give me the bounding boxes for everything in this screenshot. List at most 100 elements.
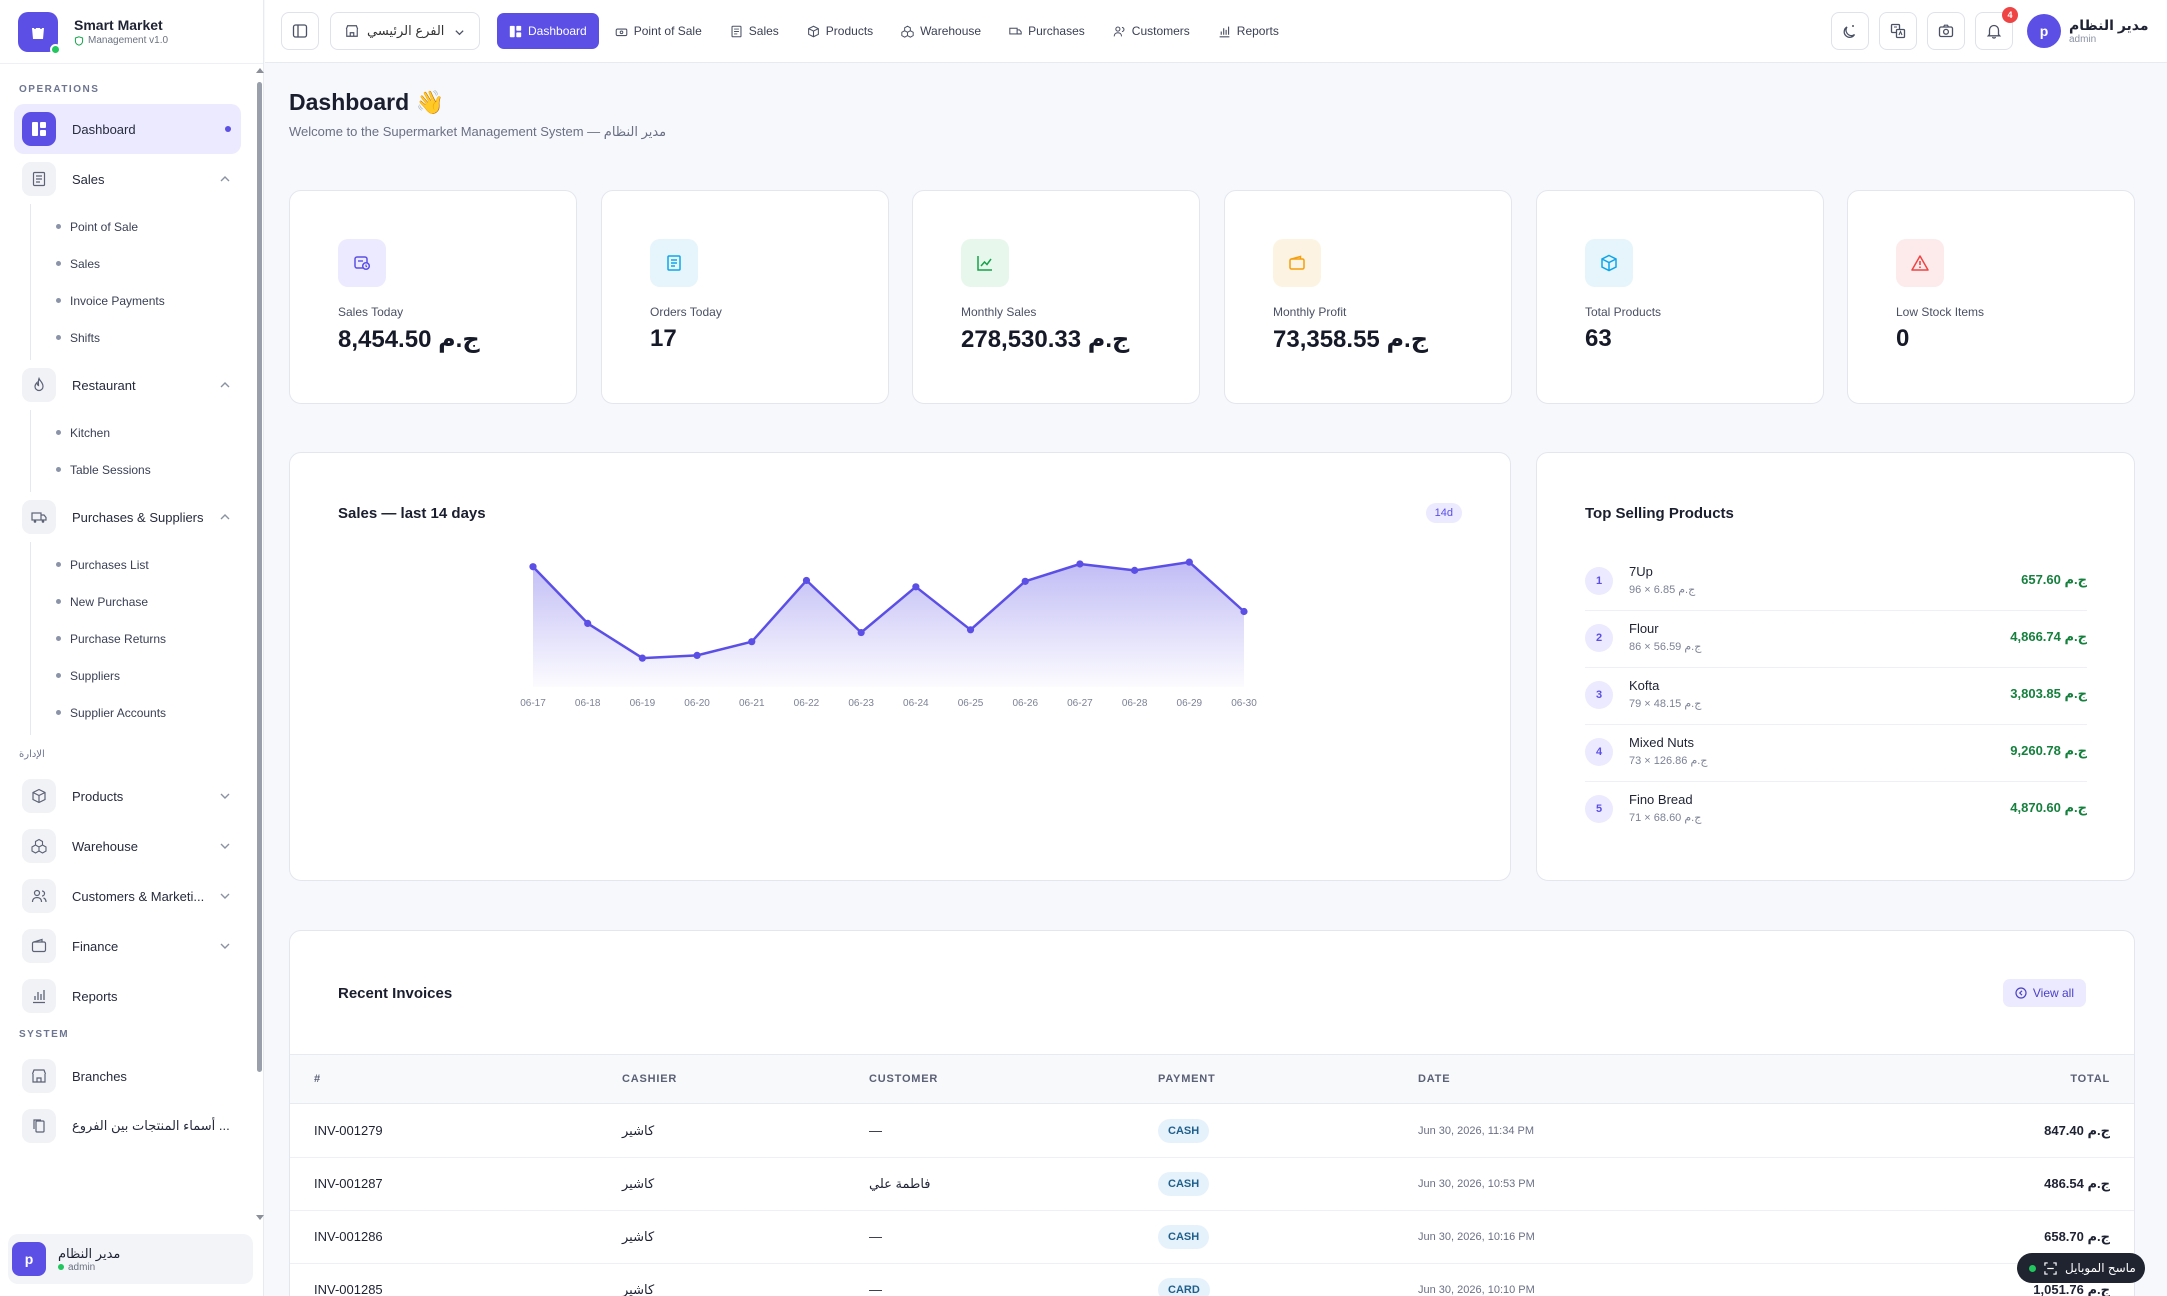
avatar: p — [12, 1242, 46, 1276]
sidebar-item-customers[interactable]: Customers & Marketi... — [14, 871, 241, 921]
invoice-id[interactable]: INV-001285 — [314, 1282, 383, 1296]
chart-point[interactable] — [1131, 566, 1139, 574]
tab-warehouse[interactable]: Warehouse — [889, 13, 993, 49]
sidebar-item-sales[interactable]: Sales — [14, 154, 241, 204]
sidebar-subitem-shifts[interactable]: Shifts — [31, 319, 256, 356]
sidebar-subitem-supplier-accounts[interactable]: Supplier Accounts — [31, 694, 256, 731]
list-item[interactable]: 1 7Up 96 × 6.85 ج.م 657.60 ج.م — [1585, 554, 2087, 611]
language-toggle-button[interactable] — [1879, 12, 1917, 50]
chart-point[interactable] — [638, 654, 646, 662]
purchases-submenu: Purchases List New Purchase Purchase Ret… — [30, 542, 256, 735]
sidebar-item-dashboard[interactable]: Dashboard — [14, 104, 241, 154]
sidebar-subitem-new-purchase[interactable]: New Purchase — [31, 583, 256, 620]
translate-icon — [1890, 23, 1906, 39]
chart-point[interactable] — [529, 563, 537, 571]
online-dot — [58, 1264, 64, 1270]
invoice-id[interactable]: INV-001286 — [314, 1229, 383, 1244]
column-header-payment[interactable]: PAYMENT — [1158, 1073, 1216, 1085]
sidebar-item-branch-product-names[interactable]: أسماء المنتجات بين الفروع ... — [14, 1101, 241, 1151]
invoice-id[interactable]: INV-001287 — [314, 1176, 383, 1191]
tab-sales[interactable]: Sales — [718, 13, 791, 49]
list-item[interactable]: 2 Flour 86 × 56.59 ج.م 4,866.74 ج.م — [1585, 611, 2087, 668]
camera-icon — [1938, 24, 1954, 38]
sidebar-item-finance[interactable]: Finance — [14, 921, 241, 971]
column-header-customer[interactable]: CUSTOMER — [869, 1073, 939, 1085]
sidebar-user-card[interactable]: p مدير النظام admin — [8, 1234, 253, 1284]
list-item[interactable]: 4 Mixed Nuts 73 × 126.86 ج.م 9,260.78 ج.… — [1585, 725, 2087, 782]
sidebar-subitem-purchases-list[interactable]: Purchases List — [31, 546, 256, 583]
branch-selector[interactable]: الفرع الرئيسي — [330, 12, 480, 50]
tab-reports[interactable]: Reports — [1206, 13, 1291, 49]
sidebar-subitem-invoice-payments[interactable]: Invoice Payments — [31, 282, 256, 319]
invoice-id[interactable]: INV-001279 — [314, 1123, 383, 1138]
chart-point[interactable] — [966, 626, 975, 634]
flame-icon — [22, 368, 56, 402]
product-revenue: 4,866.74 ج.م — [2010, 629, 2087, 644]
chart-point[interactable] — [912, 583, 920, 591]
sidebar-item-purchases[interactable]: Purchases & Suppliers — [14, 492, 241, 542]
receipt-icon — [731, 25, 742, 37]
list-item[interactable]: 3 Kofta 79 × 48.15 ج.م 3,803.85 ج.م — [1585, 668, 2087, 725]
sidebar-item-restaurant[interactable]: Restaurant — [14, 360, 241, 410]
tab-customers[interactable]: Customers — [1101, 13, 1202, 49]
table-row[interactable]: INV-001287 كاشير فاطمة علي CASH Jun 30, … — [290, 1158, 2134, 1211]
column-header-total[interactable]: TOTAL — [2070, 1073, 2110, 1085]
sidebar-toggle-button[interactable] — [281, 12, 319, 50]
brand[interactable]: Smart Market Management v1.0 — [0, 0, 263, 64]
table-row[interactable]: INV-001285 كاشير — CARD Jun 30, 2026, 10… — [290, 1264, 2134, 1296]
sidebar-subitem-kitchen[interactable]: Kitchen — [31, 414, 256, 451]
chart-point[interactable] — [748, 638, 756, 646]
sidebar-item-branches[interactable]: Branches — [14, 1051, 241, 1101]
brand-version: Management v1.0 — [88, 35, 169, 46]
sidebar-item-reports[interactable]: Reports — [14, 971, 241, 1021]
column-header-date[interactable]: DATE — [1418, 1073, 1451, 1085]
table-row[interactable]: INV-001279 كاشير — CASH Jun 30, 2026, 11… — [290, 1105, 2134, 1158]
list-item[interactable]: 5 Fino Bread 71 × 68.60 ج.م 4,870.60 ج.م — [1585, 782, 2087, 839]
view-all-button[interactable]: View all — [2002, 979, 2086, 1007]
dark-mode-toggle-button[interactable] — [1831, 12, 1869, 50]
chart-point[interactable] — [1021, 577, 1029, 585]
warning-icon — [1896, 239, 1944, 287]
sidebar-item-products[interactable]: Products — [14, 771, 241, 821]
sidebar-subitem-suppliers[interactable]: Suppliers — [31, 657, 256, 694]
sidebar-scrollbar[interactable] — [256, 68, 264, 1220]
table-row[interactable]: INV-001286 كاشير — CASH Jun 30, 2026, 10… — [290, 1211, 2134, 1264]
notifications-button[interactable]: 4 — [1975, 7, 2018, 50]
chart-point[interactable] — [584, 619, 592, 627]
chevron-down-icon[interactable] — [219, 790, 231, 802]
sidebar-item-warehouse[interactable]: Warehouse — [14, 821, 241, 871]
recent-invoices-panel: Recent Invoices View all # CASHIER CUSTO… — [289, 930, 2135, 1296]
tab-purchases[interactable]: Purchases — [997, 13, 1097, 49]
users-icon — [22, 879, 56, 913]
tab-point-of-sale[interactable]: Point of Sale — [603, 13, 714, 49]
sidebar-subitem-pos[interactable]: Point of Sale — [31, 208, 256, 245]
sales-area-chart: 06-17 06-18 06-19 06-20 06-21 06-22 06-23 06-24… — [520, 558, 1257, 709]
sidebar-subitem-purchase-returns[interactable]: Purchase Returns — [31, 620, 256, 657]
scroll-up-arrow-icon[interactable] — [256, 68, 264, 73]
chart-point[interactable] — [693, 651, 701, 659]
sidebar-subitem-sales[interactable]: Sales — [31, 245, 256, 282]
sidebar-subitem-table-sessions[interactable]: Table Sessions — [31, 451, 256, 488]
chart-point[interactable] — [802, 576, 811, 585]
chevron-up-icon[interactable] — [219, 379, 231, 391]
chart-point[interactable] — [857, 628, 865, 637]
user-menu[interactable]: p مدير النظام admin — [2027, 14, 2149, 48]
chevron-up-icon[interactable] — [219, 173, 231, 185]
tab-label: Sales — [748, 24, 779, 38]
chart-point[interactable] — [1076, 560, 1084, 568]
chart-area-fill — [533, 562, 1244, 687]
column-header-cashier[interactable]: CASHIER — [622, 1073, 678, 1085]
chevron-down-icon[interactable] — [219, 890, 231, 902]
mobile-scanner-button[interactable]: ماسح الموبايل — [2017, 1253, 2145, 1283]
tab-dashboard[interactable]: Dashboard — [497, 13, 599, 49]
scrollbar-thumb[interactable] — [257, 82, 262, 1072]
camera-button[interactable] — [1927, 12, 1965, 50]
chart-point[interactable] — [1240, 607, 1248, 616]
scroll-down-arrow-icon[interactable] — [256, 1215, 264, 1220]
tab-products[interactable]: Products — [795, 13, 885, 49]
range-badge[interactable]: 14d — [1425, 503, 1462, 523]
chevron-down-icon[interactable] — [219, 840, 231, 852]
chart-point[interactable] — [1185, 558, 1193, 566]
chevron-down-icon[interactable] — [219, 940, 231, 952]
chevron-up-icon[interactable] — [219, 511, 231, 523]
